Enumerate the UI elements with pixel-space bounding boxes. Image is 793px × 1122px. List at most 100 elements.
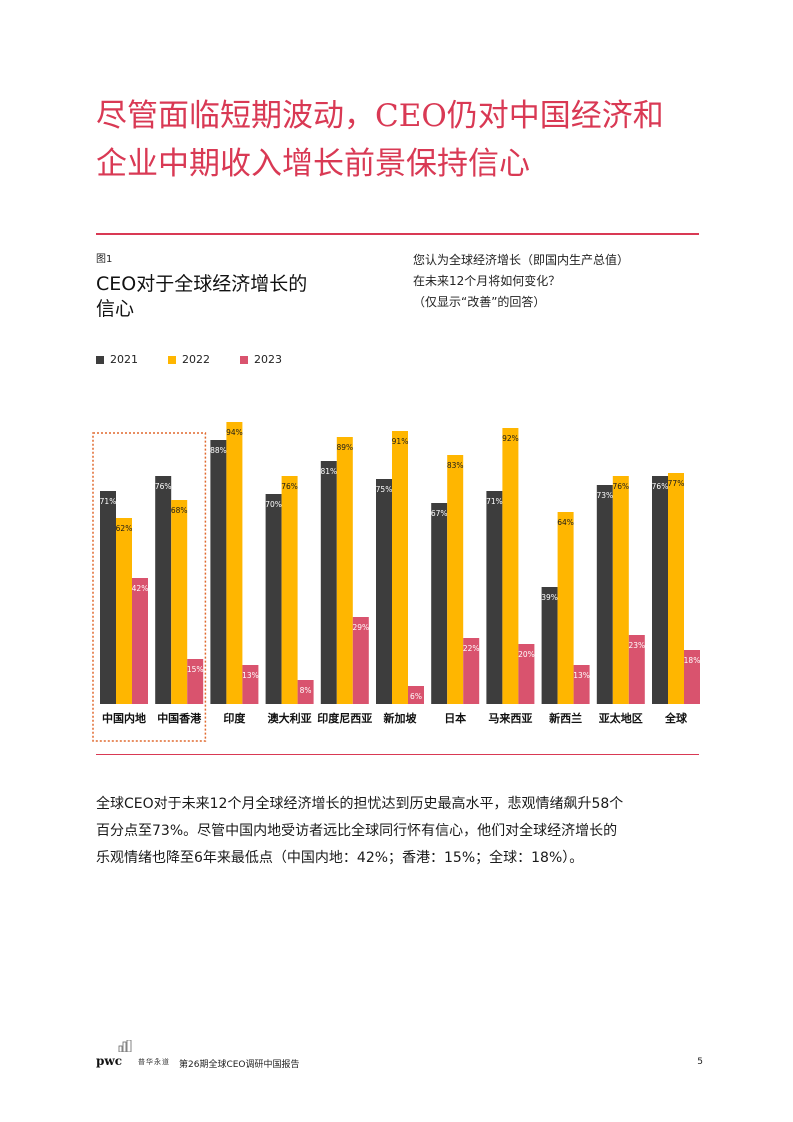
bar-2022-9 <box>612 476 629 704</box>
legend-item-2023: 2023 <box>240 353 282 366</box>
bar-2023-5 <box>408 686 424 704</box>
section-divider-bottom <box>96 754 699 755</box>
category-label: 澳大利亚 <box>268 711 312 725</box>
bar-value-label: 73% <box>596 491 613 500</box>
bar-2021-0 <box>100 491 116 704</box>
bar-value-label: 20% <box>518 650 535 659</box>
bar-2022-7 <box>502 428 519 704</box>
bar-2023-7 <box>518 644 535 704</box>
bar-2021-6 <box>431 503 448 704</box>
bar-2022-1 <box>171 500 188 704</box>
figure-label: 图1 <box>96 254 113 265</box>
bar-value-label: 81% <box>320 467 337 476</box>
bar-2023-1 <box>187 659 204 704</box>
bar-2023-6 <box>463 638 480 704</box>
bar-value-label: 8% <box>300 686 312 695</box>
bar-value-label: 83% <box>447 461 464 470</box>
survey-question-line-1: 您认为全球经济增长（即国内生产总值） <box>413 253 630 267</box>
body-paragraph: 全球CEO对于未来12个月全球经济增长的担忧达到历史最高水平，悲观情绪飙升58个… <box>96 791 708 872</box>
legend-swatch-2023 <box>240 355 248 364</box>
legend-swatch-2021 <box>96 355 104 364</box>
bar-value-label: 92% <box>502 434 519 443</box>
bar-value-label: 67% <box>431 509 448 518</box>
bar-2022-2 <box>226 422 243 704</box>
page-headline: 尽管面临短期波动，CEO仍对中国经济和 企业中期收入增长前景保持信心 <box>96 92 716 188</box>
bar-2021-8 <box>541 587 558 704</box>
chart-title-line-2: 信心 <box>96 298 135 320</box>
legend-label-2023: 2023 <box>254 353 282 366</box>
category-label: 印度尼西亚 <box>317 711 372 725</box>
category-label: 马来西亚 <box>488 711 532 725</box>
bar-value-label: 94% <box>226 428 243 437</box>
bar-value-label: 70% <box>265 500 282 509</box>
category-label: 印度 <box>223 711 246 725</box>
bar-2021-5 <box>376 479 392 704</box>
page-number: 5 <box>697 1057 703 1067</box>
bar-value-label: 6% <box>410 692 422 701</box>
category-label: 亚太地区 <box>599 711 643 725</box>
bar-value-label: 88% <box>210 446 227 455</box>
section-divider-top <box>96 233 699 235</box>
chart-title-line-1: CEO对于全球经济增长的 <box>96 273 308 295</box>
bar-value-label: 76% <box>155 482 172 491</box>
survey-question: 您认为全球经济增长（即国内生产总值） 在未来12个月将如何变化？ （仅显示“改善… <box>413 250 629 313</box>
bar-value-label: 15% <box>187 665 204 674</box>
bar-2023-9 <box>628 635 645 704</box>
page-footer: pwc 普华永道 第26期全球CEO调研中国报告 5 <box>96 1040 703 1074</box>
bar-2022-4 <box>336 437 353 704</box>
chart-title: CEO对于全球经济增长的 信心 <box>96 272 366 322</box>
bar-2021-4 <box>320 461 337 704</box>
headline-line-1: 尽管面临短期波动，CEO仍对中国经济和 <box>96 98 664 134</box>
bar-chart: 71% 62% 42% 中国内地 76% 68% 15% 中国香港 88% 94% 13% 印度 70%… <box>92 422 700 742</box>
bar-2022-3 <box>281 476 298 704</box>
bar-value-label: 68% <box>171 506 188 515</box>
bar-2023-10 <box>684 650 700 704</box>
survey-question-line-3: （仅显示“改善”的回答） <box>413 295 546 309</box>
legend-label-2021: 2021 <box>110 353 138 366</box>
bar-2022-8 <box>557 512 574 704</box>
bar-value-label: 13% <box>242 671 259 680</box>
bar-2023-4 <box>352 617 369 704</box>
category-label: 新加坡 <box>384 711 418 725</box>
headline-line-2: 企业中期收入增长前景保持信心 <box>96 146 530 182</box>
body-line-3: 乐观情绪也降至6年来最低点（中国内地：42%；香港：15%；全球：18%）。 <box>96 850 584 866</box>
bar-2023-2 <box>242 665 259 704</box>
bar-2021-1 <box>155 476 172 704</box>
bar-value-label: 29% <box>352 623 369 632</box>
bar-value-label: 62% <box>116 524 133 533</box>
bar-value-label: 22% <box>463 644 480 653</box>
pwc-chinese-logo: 普华永道 <box>138 1058 170 1066</box>
bar-2021-7 <box>486 491 503 704</box>
bar-2023-0 <box>132 578 148 704</box>
legend-swatch-2022 <box>168 355 176 364</box>
bar-2023-8 <box>573 665 590 704</box>
bar-2022-0 <box>116 518 132 704</box>
bar-2022-6 <box>447 455 464 704</box>
body-line-2: 百分点至73%。尽管中国内地受访者远比全球同行怀有信心，他们对全球经济增长的 <box>96 823 618 839</box>
bar-2021-3 <box>265 494 282 704</box>
footer-report-title: 第26期全球CEO调研中国报告 <box>179 1060 300 1070</box>
bar-value-label: 71% <box>100 497 117 506</box>
chart-legend: 2021 2022 2023 <box>96 353 282 366</box>
bar-value-label: 71% <box>486 497 503 506</box>
bar-value-label: 23% <box>628 641 645 650</box>
legend-item-2021: 2021 <box>96 353 138 366</box>
bar-value-label: 64% <box>557 518 574 527</box>
bar-2021-10 <box>652 476 668 704</box>
bar-2021-9 <box>596 485 613 704</box>
bar-2022-10 <box>668 473 684 704</box>
bar-value-label: 77% <box>668 479 685 488</box>
bar-value-label: 76% <box>281 482 298 491</box>
bar-value-label: 76% <box>612 482 629 491</box>
category-label: 全球 <box>664 711 688 725</box>
bar-value-label: 76% <box>652 482 669 491</box>
category-label: 日本 <box>444 711 466 725</box>
body-line-1: 全球CEO对于未来12个月全球经济增长的担忧达到历史最高水平，悲观情绪飙升58个 <box>96 796 624 812</box>
highlight-box <box>92 432 207 742</box>
category-label: 新西兰 <box>549 711 582 725</box>
bar-value-label: 89% <box>336 443 353 452</box>
bar-value-label: 39% <box>541 593 558 602</box>
bar-2022-5 <box>392 431 408 704</box>
pwc-logo: pwc <box>96 1054 123 1068</box>
